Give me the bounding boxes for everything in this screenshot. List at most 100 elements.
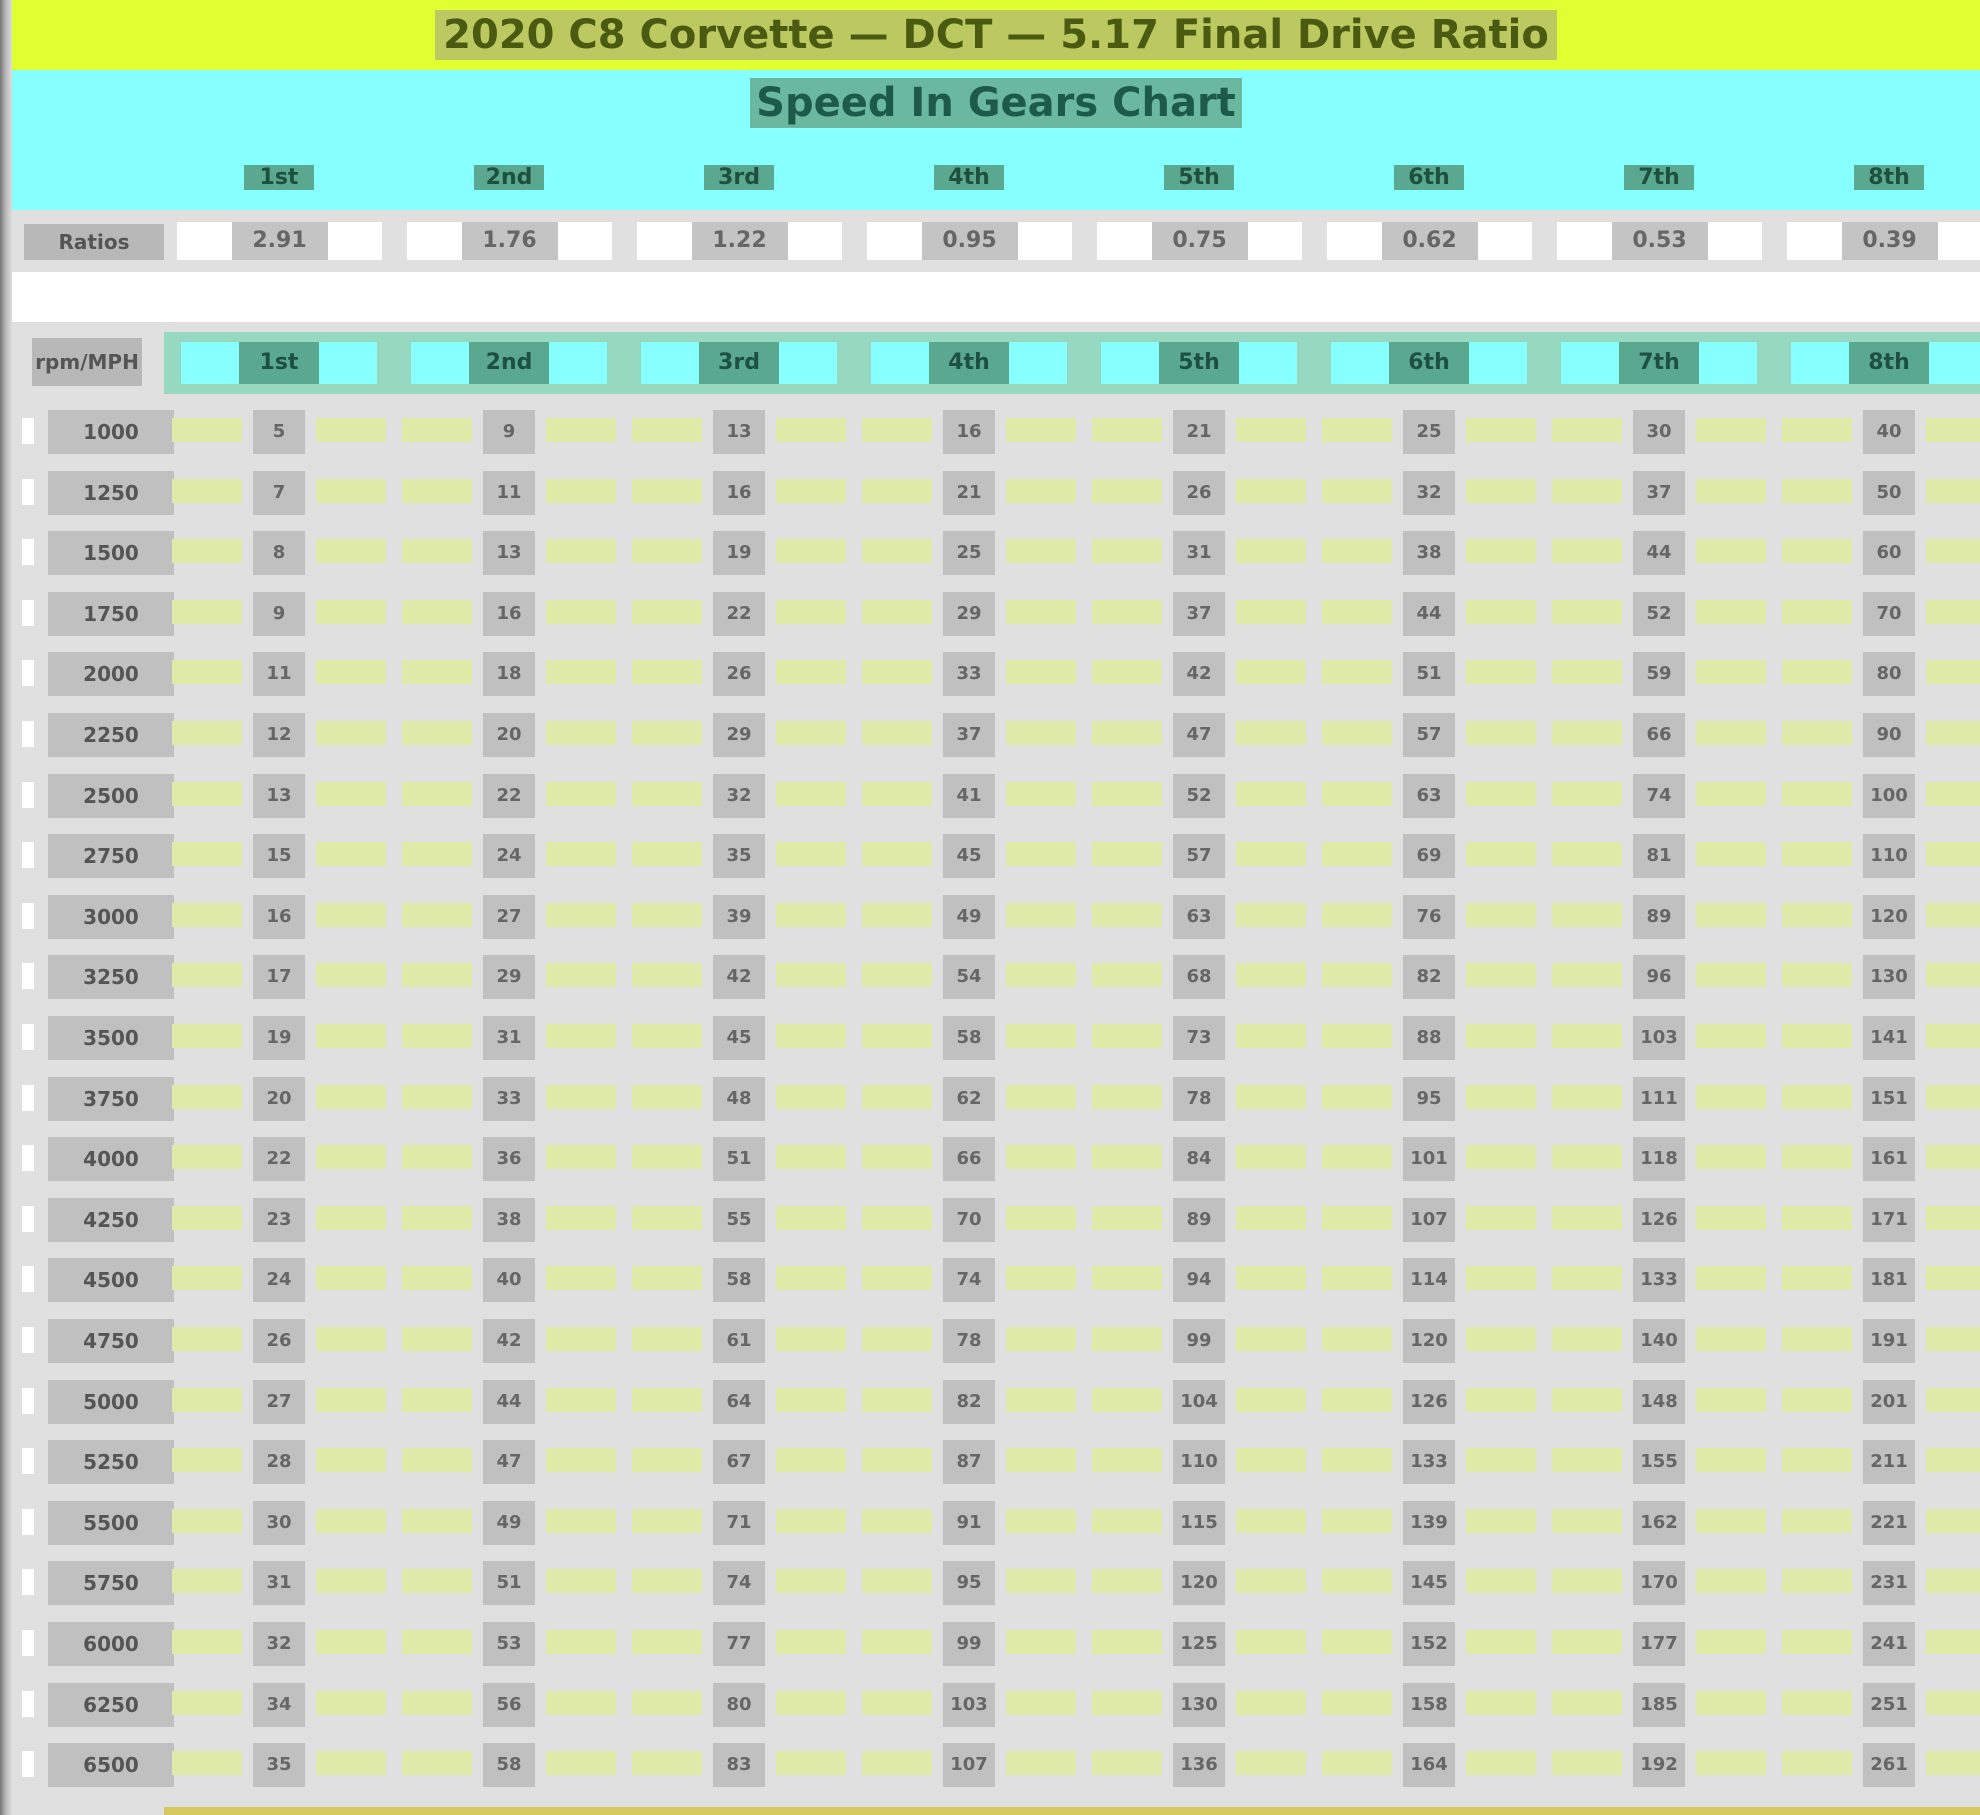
cell-highlight bbox=[1552, 1508, 1622, 1533]
speed-cell: 99 bbox=[1084, 1319, 1314, 1363]
cell-highlight bbox=[1236, 478, 1306, 503]
cell-highlight bbox=[776, 1387, 846, 1412]
cell-highlight bbox=[1926, 1751, 1980, 1776]
cell-highlight bbox=[1552, 1387, 1622, 1412]
cell-highlight bbox=[632, 1630, 702, 1654]
speed-cell: 141 bbox=[1774, 1016, 1980, 1060]
cell-highlight bbox=[1782, 1266, 1852, 1291]
cell-highlight bbox=[172, 1024, 242, 1048]
speed-cell: 51 bbox=[1314, 652, 1544, 697]
speed-table: 1000 5 9 13 16 21 25 30 40 1250 7 11 16 21 26 32 37 50 150… bbox=[12, 402, 1980, 1815]
speed-cell: 31 bbox=[1084, 531, 1314, 576]
rpm-cell: 1250 bbox=[48, 470, 174, 515]
speed-cell: 51 bbox=[624, 1137, 854, 1182]
table-row: 5500 30 49 71 91 115 139 162 221 bbox=[12, 1493, 1980, 1553]
cell-highlight bbox=[1926, 599, 1980, 624]
speed-cell: 261 bbox=[1774, 1743, 1980, 1788]
mph-value: 25 bbox=[943, 531, 995, 576]
mph-value: 158 bbox=[1403, 1682, 1455, 1727]
speed-cell: 96 bbox=[1544, 955, 1774, 1000]
table-row: 4500 24 40 58 74 94 114 133 181 bbox=[12, 1250, 1980, 1310]
cell-highlight bbox=[1322, 660, 1392, 685]
cell-highlight bbox=[1696, 599, 1766, 624]
mph-value: 45 bbox=[943, 834, 995, 879]
ratio-value: 1.22 bbox=[691, 222, 788, 260]
mph-value: 49 bbox=[943, 894, 995, 939]
cell-highlight bbox=[1322, 721, 1392, 745]
chart-subtitle: Speed In Gears Chart bbox=[750, 78, 1242, 128]
speed-cell: 74 bbox=[1544, 773, 1774, 818]
cell-highlight bbox=[1782, 781, 1852, 806]
cell-highlight bbox=[546, 1205, 616, 1230]
mph-value: 32 bbox=[1403, 470, 1455, 515]
cell-highlight bbox=[632, 1327, 702, 1351]
mph-value: 27 bbox=[253, 1379, 305, 1424]
mph-value: 177 bbox=[1633, 1622, 1685, 1666]
speed-cell: 158 bbox=[1314, 1682, 1544, 1727]
cell-highlight bbox=[1696, 1327, 1766, 1351]
cell-highlight bbox=[316, 1084, 386, 1109]
mph-value: 16 bbox=[483, 591, 535, 636]
speed-cell: 58 bbox=[624, 1258, 854, 1303]
cell-highlight bbox=[402, 1387, 472, 1412]
mph-value: 94 bbox=[1173, 1258, 1225, 1303]
mph-value: 21 bbox=[1173, 410, 1225, 454]
speed-cell: 37 bbox=[1084, 591, 1314, 636]
cell-highlight bbox=[1782, 902, 1852, 927]
speed-cell: 42 bbox=[624, 955, 854, 1000]
mph-value: 12 bbox=[253, 713, 305, 757]
mph-value: 74 bbox=[1633, 773, 1685, 818]
cell-highlight bbox=[632, 599, 702, 624]
cell-highlight bbox=[172, 781, 242, 806]
cell-highlight bbox=[1236, 418, 1306, 442]
speed-cell: 11 bbox=[394, 470, 624, 515]
cell-highlight bbox=[776, 842, 846, 867]
cell-highlight bbox=[1322, 1690, 1392, 1715]
cell-highlight bbox=[1006, 660, 1076, 685]
cell-highlight bbox=[316, 842, 386, 867]
cell-highlight bbox=[1092, 1327, 1162, 1351]
mph-value: 44 bbox=[1633, 531, 1685, 576]
cell-highlight bbox=[776, 1084, 846, 1109]
cell-highlight bbox=[862, 539, 932, 564]
cell-highlight bbox=[316, 1690, 386, 1715]
mph-value: 111 bbox=[1633, 1076, 1685, 1121]
cell-highlight bbox=[546, 1569, 616, 1594]
row-marker bbox=[22, 418, 34, 444]
cell-highlight bbox=[546, 599, 616, 624]
rpm-cell: 2500 bbox=[48, 773, 174, 818]
speed-cell: 70 bbox=[854, 1197, 1084, 1242]
cell-highlight bbox=[1006, 1569, 1076, 1594]
cell-highlight bbox=[1322, 1266, 1392, 1291]
speed-cell: 151 bbox=[1774, 1076, 1980, 1121]
cell-highlight bbox=[1092, 1205, 1162, 1230]
cell-highlight bbox=[862, 1448, 932, 1473]
cell-highlight bbox=[1696, 1751, 1766, 1776]
mph-value: 241 bbox=[1863, 1622, 1915, 1666]
speed-cell: 136 bbox=[1084, 1743, 1314, 1788]
table-row: 4250 23 38 55 70 89 107 126 171 bbox=[12, 1190, 1980, 1250]
cell-highlight bbox=[316, 721, 386, 745]
cell-highlight bbox=[776, 781, 846, 806]
speed-cell: 40 bbox=[394, 1258, 624, 1303]
cell-highlight bbox=[1466, 539, 1536, 564]
cell-highlight bbox=[1782, 1327, 1852, 1351]
cell-highlight bbox=[316, 1630, 386, 1654]
speed-cell: 78 bbox=[854, 1319, 1084, 1363]
cell-highlight bbox=[1092, 478, 1162, 503]
mph-value: 18 bbox=[483, 652, 535, 697]
speed-cell: 100 bbox=[1774, 773, 1980, 818]
mph-value: 7 bbox=[253, 470, 305, 515]
speed-cell: 139 bbox=[1314, 1500, 1544, 1545]
speed-cell: 22 bbox=[394, 773, 624, 818]
mph-value: 38 bbox=[1403, 531, 1455, 576]
cell-highlight bbox=[1236, 1630, 1306, 1654]
speed-cell: 7 bbox=[164, 470, 394, 515]
row-marker bbox=[22, 902, 34, 929]
cell-highlight bbox=[316, 1569, 386, 1594]
mph-value: 162 bbox=[1633, 1500, 1685, 1545]
cell-highlight bbox=[1236, 1024, 1306, 1048]
speed-cell: 125 bbox=[1084, 1622, 1314, 1666]
mph-value: 37 bbox=[1173, 591, 1225, 636]
cell-highlight bbox=[1552, 1084, 1622, 1109]
